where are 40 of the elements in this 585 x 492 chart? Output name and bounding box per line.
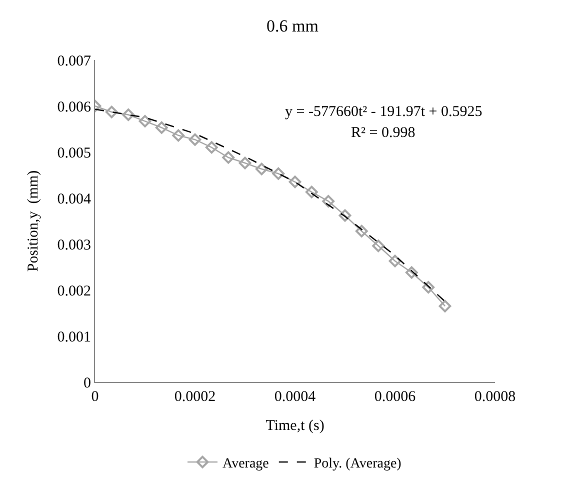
x-tick-label: 0.0004 xyxy=(274,389,316,405)
y-tick-label: 0.007 xyxy=(57,53,92,70)
legend-label: Poly. (Average) xyxy=(314,456,402,472)
legend-label: Average xyxy=(222,456,269,472)
point xyxy=(405,266,418,279)
point xyxy=(238,156,252,170)
point xyxy=(338,209,352,222)
point xyxy=(172,129,185,142)
point xyxy=(155,121,168,134)
annotation: y = -577660t² - 191.97t + 0.5925 xyxy=(285,104,482,120)
x-tick-label: 0.0006 xyxy=(374,389,416,405)
annotation: R² = 0.998 xyxy=(351,125,416,141)
point xyxy=(205,141,218,154)
point xyxy=(138,114,152,128)
point xyxy=(388,254,402,268)
point xyxy=(272,167,285,180)
y-axis-title: Position,y (mm) xyxy=(26,170,42,272)
y-tick-label: 0.003 xyxy=(57,237,91,254)
point xyxy=(355,224,368,238)
point xyxy=(255,162,268,176)
point xyxy=(122,108,135,121)
point xyxy=(305,186,318,198)
point xyxy=(422,281,435,294)
x-tick-label: 0.0008 xyxy=(474,389,516,405)
x-axis-title: Time,t (s) xyxy=(266,418,324,434)
chart-title: 0.6 mm xyxy=(266,16,318,36)
y-tick-label: 0.006 xyxy=(57,99,92,116)
x-tick-label: 0.0002 xyxy=(174,389,216,405)
point xyxy=(105,106,118,118)
y-tick-label: 0.001 xyxy=(57,329,91,346)
y-tick-label: 0 xyxy=(84,375,91,392)
y-tick-label: 0.002 xyxy=(57,283,91,300)
point xyxy=(288,176,302,188)
y-tick-label: 0.004 xyxy=(57,191,92,208)
point xyxy=(222,151,235,164)
point xyxy=(322,195,335,208)
point xyxy=(188,133,202,146)
y-tick-label: 0.005 xyxy=(57,145,91,162)
point xyxy=(372,240,385,252)
point xyxy=(438,300,452,312)
